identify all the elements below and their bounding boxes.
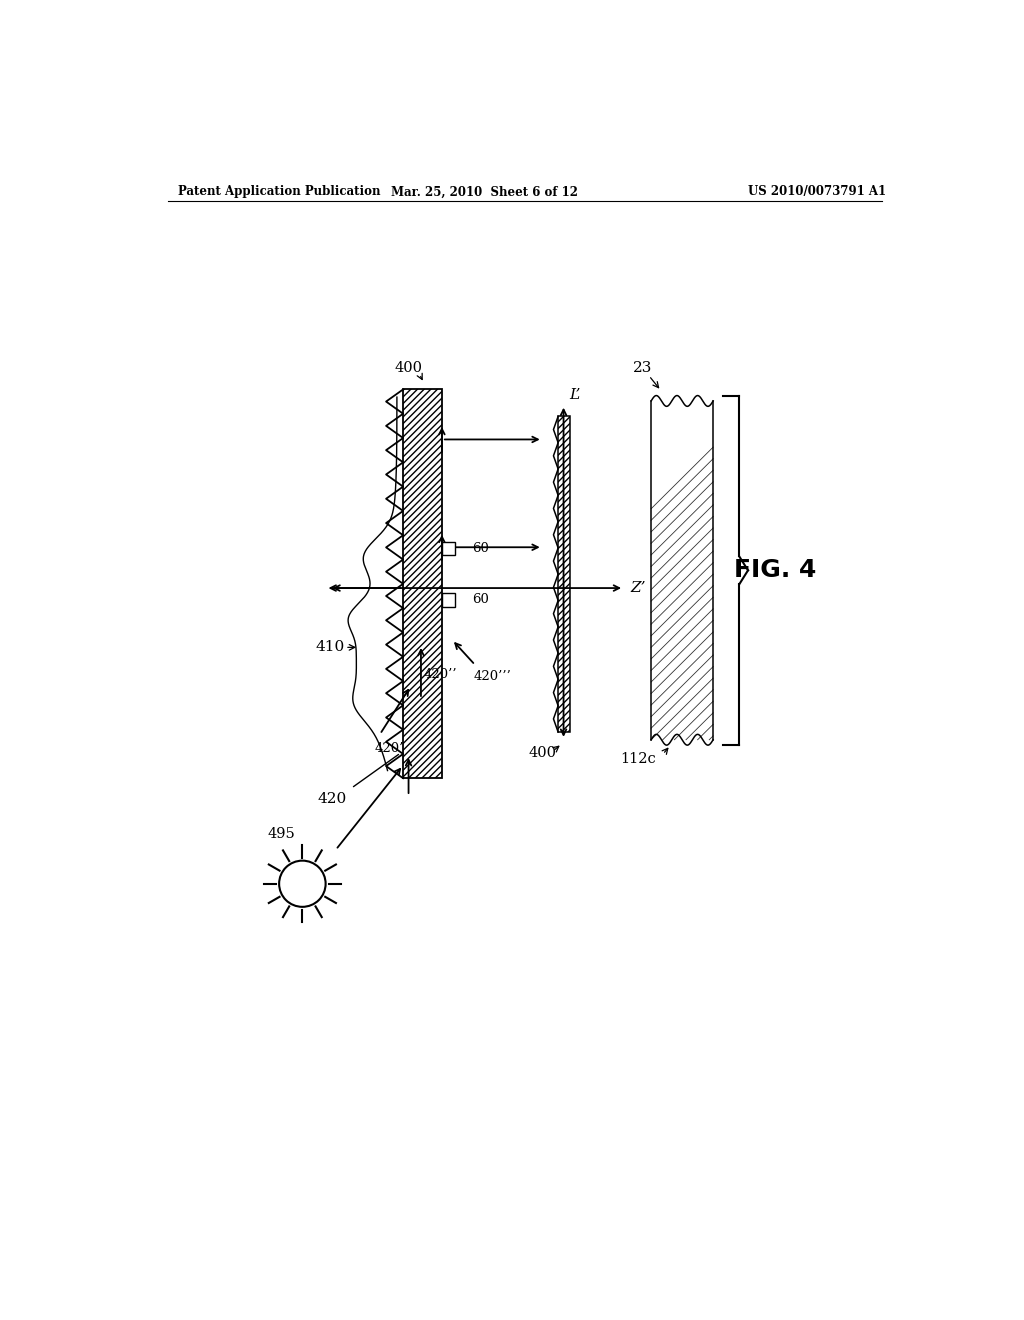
Bar	[403, 389, 442, 779]
Text: Mar. 25, 2010  Sheet 6 of 12: Mar. 25, 2010 Sheet 6 of 12	[391, 185, 578, 198]
Text: 410: 410	[315, 640, 345, 655]
Text: FIG. 4: FIG. 4	[734, 558, 816, 582]
Text: L’: L’	[569, 388, 581, 403]
Text: 60: 60	[472, 541, 489, 554]
Text: US 2010/0073791 A1: US 2010/0073791 A1	[748, 185, 886, 198]
Text: 420: 420	[317, 792, 347, 807]
Text: Z’: Z’	[630, 581, 646, 595]
Bar	[442, 594, 455, 607]
Text: 23: 23	[633, 362, 652, 375]
Text: 420’’’: 420’’’	[474, 669, 512, 682]
Text: Patent Application Publication: Patent Application Publication	[178, 185, 381, 198]
Text: 400: 400	[394, 362, 423, 375]
Text: 60: 60	[472, 593, 489, 606]
Text: 495: 495	[267, 826, 295, 841]
Text: 400: 400	[528, 747, 557, 760]
Text: 112c: 112c	[621, 752, 655, 766]
Text: 420’’: 420’’	[424, 668, 458, 681]
Bar	[558, 416, 569, 733]
Text: 420’: 420’	[375, 742, 403, 755]
Bar	[442, 541, 455, 554]
